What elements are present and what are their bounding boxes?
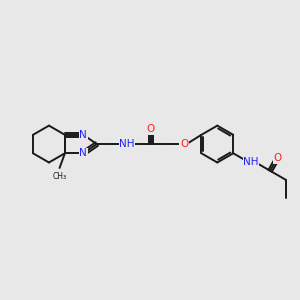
Text: CH₃: CH₃	[52, 172, 67, 181]
Text: NH: NH	[119, 139, 135, 149]
Text: NH: NH	[243, 157, 259, 166]
Text: N: N	[80, 148, 87, 158]
Text: O: O	[180, 139, 188, 149]
Text: O: O	[147, 124, 155, 134]
Text: N: N	[80, 130, 87, 140]
Text: O: O	[273, 153, 282, 163]
